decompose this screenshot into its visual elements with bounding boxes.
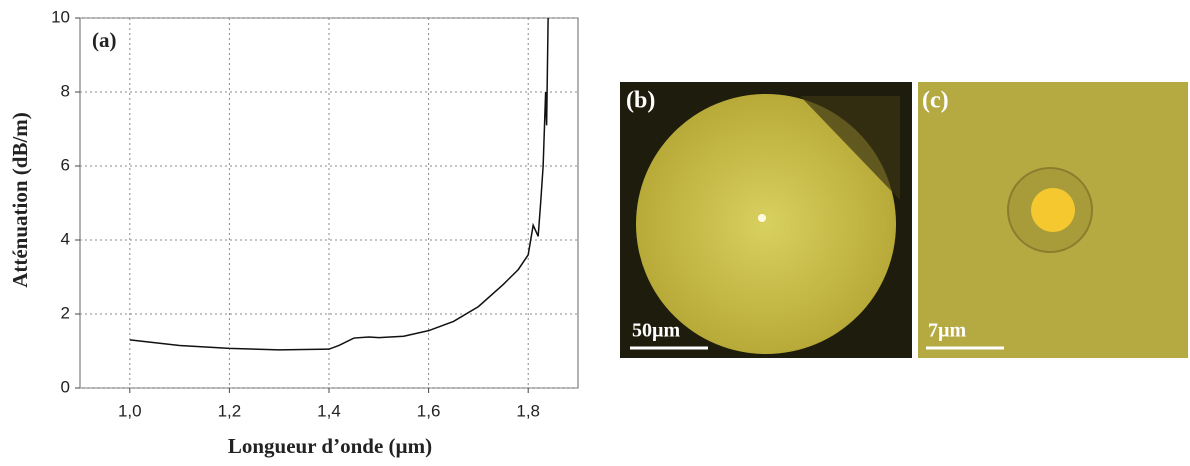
scale-label: 7µm bbox=[928, 320, 967, 342]
y-tick-label: 6 bbox=[61, 155, 70, 174]
x-axis-label: Longueur d’onde (µm) bbox=[228, 434, 432, 458]
x-tick-label: 1,8 bbox=[516, 401, 540, 420]
photo-label: (c) bbox=[922, 88, 949, 114]
data-line bbox=[129, 17, 549, 351]
y-tick-label: 8 bbox=[61, 81, 70, 100]
photo-label: (b) bbox=[626, 88, 655, 114]
x-tick-label: 1,6 bbox=[417, 401, 441, 420]
y-tick-label: 4 bbox=[61, 229, 70, 248]
x-tick-label: 1,2 bbox=[218, 401, 242, 420]
y-tick-label: 0 bbox=[61, 377, 70, 396]
panel-label: (a) bbox=[92, 28, 117, 52]
y-tick-label: 2 bbox=[61, 303, 70, 322]
x-tick-label: 1,4 bbox=[317, 401, 341, 420]
y-tick-label: 10 bbox=[51, 7, 70, 26]
photo-b: (b) 50µm bbox=[620, 82, 912, 358]
x-tick-label: 1,0 bbox=[118, 401, 142, 420]
y-axis-label: Atténuation (dB/m) bbox=[8, 112, 32, 288]
scale-label: 50µm bbox=[632, 320, 681, 342]
photo-c: (c) 7µm bbox=[918, 82, 1188, 358]
